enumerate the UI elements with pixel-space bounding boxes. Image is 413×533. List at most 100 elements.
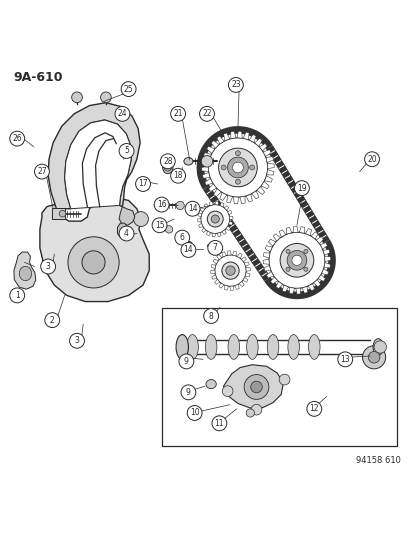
Circle shape bbox=[368, 351, 379, 363]
Text: 4: 4 bbox=[124, 229, 129, 238]
Polygon shape bbox=[237, 131, 242, 138]
Circle shape bbox=[285, 249, 290, 254]
Circle shape bbox=[178, 354, 193, 369]
Polygon shape bbox=[117, 223, 128, 238]
Polygon shape bbox=[264, 246, 271, 252]
Circle shape bbox=[10, 288, 24, 303]
Circle shape bbox=[154, 197, 169, 212]
Polygon shape bbox=[244, 262, 249, 266]
Circle shape bbox=[228, 77, 243, 92]
Polygon shape bbox=[273, 234, 280, 241]
Polygon shape bbox=[211, 264, 215, 269]
Text: 9: 9 bbox=[185, 388, 190, 397]
Circle shape bbox=[180, 243, 195, 257]
Circle shape bbox=[285, 267, 290, 271]
Circle shape bbox=[115, 107, 130, 122]
Polygon shape bbox=[211, 141, 218, 148]
Text: 14: 14 bbox=[183, 246, 193, 254]
Circle shape bbox=[222, 386, 233, 397]
Polygon shape bbox=[202, 160, 209, 165]
Polygon shape bbox=[270, 277, 277, 284]
Circle shape bbox=[119, 143, 134, 158]
Circle shape bbox=[246, 409, 254, 417]
Circle shape bbox=[165, 225, 172, 233]
Polygon shape bbox=[254, 139, 261, 146]
Circle shape bbox=[337, 352, 352, 367]
Ellipse shape bbox=[183, 158, 192, 165]
Text: 9A-610: 9A-610 bbox=[13, 70, 62, 84]
Text: 26: 26 bbox=[12, 134, 22, 143]
Polygon shape bbox=[214, 201, 218, 205]
Text: 24: 24 bbox=[117, 109, 127, 118]
Text: 15: 15 bbox=[154, 221, 164, 230]
Polygon shape bbox=[219, 203, 223, 207]
Circle shape bbox=[71, 92, 82, 103]
Circle shape bbox=[176, 201, 184, 209]
Polygon shape bbox=[161, 308, 396, 446]
Text: 18: 18 bbox=[173, 171, 183, 180]
Polygon shape bbox=[40, 197, 149, 302]
Circle shape bbox=[200, 205, 229, 233]
Text: 17: 17 bbox=[138, 180, 147, 189]
Polygon shape bbox=[323, 263, 330, 268]
Polygon shape bbox=[206, 231, 210, 236]
Polygon shape bbox=[301, 287, 307, 293]
Polygon shape bbox=[263, 150, 271, 157]
Polygon shape bbox=[227, 251, 230, 255]
Polygon shape bbox=[249, 134, 256, 142]
Text: 19: 19 bbox=[297, 183, 306, 192]
Ellipse shape bbox=[267, 335, 278, 359]
Polygon shape bbox=[266, 271, 273, 278]
Ellipse shape bbox=[246, 335, 258, 359]
Circle shape bbox=[291, 255, 301, 265]
Polygon shape bbox=[324, 256, 330, 261]
Text: 12: 12 bbox=[309, 405, 318, 414]
Text: 7: 7 bbox=[212, 244, 217, 253]
Circle shape bbox=[68, 237, 119, 288]
Text: 21: 21 bbox=[173, 109, 183, 118]
Ellipse shape bbox=[176, 335, 188, 359]
Circle shape bbox=[174, 230, 189, 245]
Polygon shape bbox=[225, 226, 230, 230]
Polygon shape bbox=[213, 259, 218, 264]
Polygon shape bbox=[211, 275, 216, 279]
Circle shape bbox=[10, 131, 24, 146]
Text: 27: 27 bbox=[37, 167, 47, 176]
Text: 16: 16 bbox=[157, 200, 166, 209]
Circle shape bbox=[208, 138, 267, 197]
Ellipse shape bbox=[287, 335, 299, 359]
Polygon shape bbox=[208, 184, 216, 191]
Text: 11: 11 bbox=[214, 419, 223, 428]
Text: 5: 5 bbox=[124, 147, 129, 156]
Polygon shape bbox=[198, 223, 202, 228]
Circle shape bbox=[306, 401, 321, 416]
Polygon shape bbox=[234, 285, 239, 289]
Polygon shape bbox=[119, 207, 135, 225]
Circle shape bbox=[221, 165, 225, 170]
Text: 3: 3 bbox=[45, 262, 50, 271]
Circle shape bbox=[170, 168, 185, 183]
Polygon shape bbox=[242, 277, 247, 282]
Circle shape bbox=[164, 164, 171, 171]
Text: 2: 2 bbox=[50, 316, 55, 325]
Polygon shape bbox=[232, 251, 236, 256]
Circle shape bbox=[207, 211, 223, 227]
Circle shape bbox=[133, 212, 148, 227]
Circle shape bbox=[244, 375, 268, 399]
Circle shape bbox=[34, 164, 49, 179]
Polygon shape bbox=[243, 132, 249, 140]
Polygon shape bbox=[221, 230, 226, 235]
Polygon shape bbox=[318, 274, 325, 281]
Polygon shape bbox=[224, 206, 228, 210]
Polygon shape bbox=[285, 228, 291, 234]
Polygon shape bbox=[263, 265, 270, 271]
Polygon shape bbox=[244, 273, 249, 277]
Polygon shape bbox=[233, 197, 238, 204]
Circle shape bbox=[218, 148, 256, 187]
Polygon shape bbox=[206, 146, 214, 154]
Polygon shape bbox=[305, 229, 311, 236]
Ellipse shape bbox=[186, 335, 198, 359]
Polygon shape bbox=[204, 179, 212, 185]
Text: 22: 22 bbox=[202, 109, 211, 118]
Circle shape bbox=[211, 416, 226, 431]
